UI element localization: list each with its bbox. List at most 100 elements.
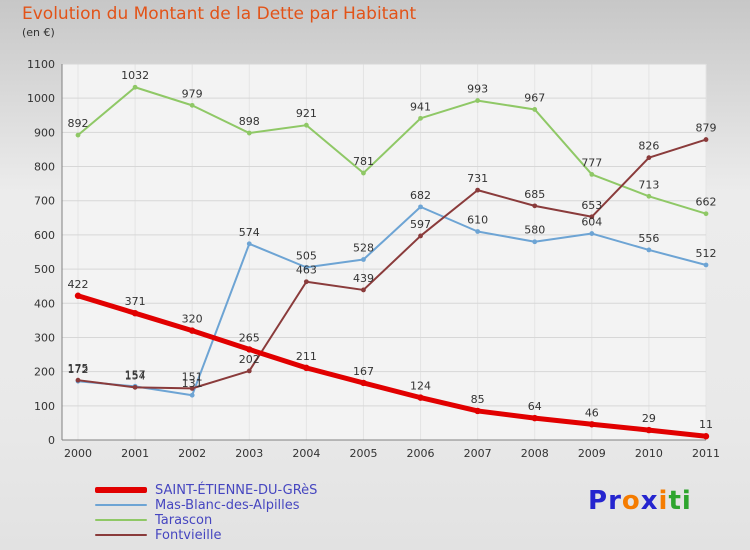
value-label: 172 <box>68 363 89 376</box>
value-label: 175 <box>68 362 89 375</box>
data-point <box>589 172 595 177</box>
data-point <box>303 364 310 372</box>
x-tick-label: 2001 <box>121 447 149 460</box>
value-label: 892 <box>68 117 89 130</box>
value-label: 463 <box>296 264 317 277</box>
series-line <box>77 86 707 215</box>
data-point <box>303 122 309 128</box>
data-point <box>589 231 595 236</box>
value-label: 320 <box>182 313 203 326</box>
logo-letter: i <box>681 486 692 516</box>
data-point <box>475 187 481 193</box>
data-point <box>588 421 596 428</box>
data-point <box>188 327 196 334</box>
data-point <box>189 102 195 108</box>
legend-label: Tarascon <box>155 512 213 528</box>
data-point <box>132 84 138 90</box>
x-tick-label: 2007 <box>464 447 492 460</box>
value-label: 993 <box>467 83 488 96</box>
series-line <box>77 138 707 390</box>
data-point <box>532 107 538 112</box>
data-point <box>246 368 252 374</box>
legend-item: SAINT-ÉTIENNE-DU-GRèS <box>95 483 317 497</box>
data-point <box>646 247 652 253</box>
value-label: 46 <box>585 406 599 419</box>
value-label: 505 <box>296 249 317 262</box>
value-label: 371 <box>125 295 146 308</box>
data-point <box>703 211 709 217</box>
x-tick-label: 2010 <box>635 447 663 460</box>
series-line <box>75 293 709 439</box>
legend-label: SAINT-ÉTIENNE-DU-GRèS <box>155 482 318 498</box>
data-point <box>646 155 652 161</box>
value-label: 528 <box>353 242 374 255</box>
value-label: 604 <box>581 216 602 229</box>
value-label: 777 <box>581 156 602 169</box>
data-point <box>645 426 653 434</box>
y-tick-label: 0 <box>48 434 55 447</box>
x-tick-label: 2000 <box>64 447 92 460</box>
y-tick-label: 800 <box>34 161 55 174</box>
value-label: 967 <box>524 91 545 104</box>
logo-letter: i <box>658 486 669 516</box>
data-point <box>418 233 423 239</box>
value-label: 1032 <box>121 69 149 82</box>
data-point <box>75 377 81 383</box>
value-label: 167 <box>353 365 374 378</box>
data-point <box>418 115 423 121</box>
value-label: 682 <box>410 189 431 202</box>
logo-letter: P <box>588 486 609 516</box>
legend: SAINT-ÉTIENNE-DU-GRèS Mas-Blanc-des-Alpil… <box>95 483 317 543</box>
data-point <box>703 137 709 142</box>
value-label: 662 <box>696 196 717 209</box>
series-line <box>77 205 707 397</box>
data-point <box>189 392 195 398</box>
data-point <box>246 346 253 353</box>
value-label: 731 <box>467 172 488 185</box>
value-label: 879 <box>696 122 717 135</box>
value-label: 85 <box>471 393 485 406</box>
logo-letter: r <box>608 486 622 516</box>
chart-subtitle: (en €) <box>22 26 55 39</box>
chart-title: Evolution du Montant de la Dette par Hab… <box>22 4 417 24</box>
y-tick-label: 300 <box>34 331 55 344</box>
y-tick-label: 200 <box>34 366 55 379</box>
y-tick-label: 700 <box>34 195 55 208</box>
data-point <box>532 239 538 245</box>
data-point <box>303 279 309 285</box>
legend-line-swatch <box>95 504 147 506</box>
data-point <box>532 203 538 209</box>
value-label: 151 <box>182 370 203 383</box>
data-point <box>189 385 195 391</box>
y-tick-label: 500 <box>34 263 55 276</box>
data-point <box>417 394 424 401</box>
proxiti-logo: Proxiti <box>588 486 692 516</box>
legend-label: Fontvieille <box>155 527 222 543</box>
value-label: 154 <box>125 369 146 382</box>
data-point <box>474 407 481 415</box>
data-point <box>475 229 481 234</box>
legend-item: Tarascon <box>95 513 317 527</box>
legend-line-swatch <box>95 519 147 521</box>
data-point <box>132 384 138 390</box>
legend-item: Fontvieille <box>95 528 317 542</box>
legend-line-swatch <box>95 487 147 493</box>
data-point <box>646 193 652 199</box>
value-label: 979 <box>182 87 203 100</box>
data-point <box>74 292 82 299</box>
data-point <box>360 379 367 387</box>
value-label: 610 <box>467 213 488 226</box>
data-point <box>702 433 710 440</box>
value-label: 941 <box>410 100 431 113</box>
value-label: 439 <box>353 272 374 285</box>
value-label: 29 <box>642 412 656 425</box>
x-tick-label: 2008 <box>521 447 549 460</box>
y-tick-label: 600 <box>34 229 55 242</box>
y-tick-label: 1000 <box>27 92 55 105</box>
data-point <box>75 132 81 138</box>
data-point <box>131 309 139 317</box>
value-label: 826 <box>638 140 659 153</box>
value-label: 202 <box>239 353 260 366</box>
y-tick-label: 100 <box>34 400 55 413</box>
data-point <box>475 98 481 103</box>
